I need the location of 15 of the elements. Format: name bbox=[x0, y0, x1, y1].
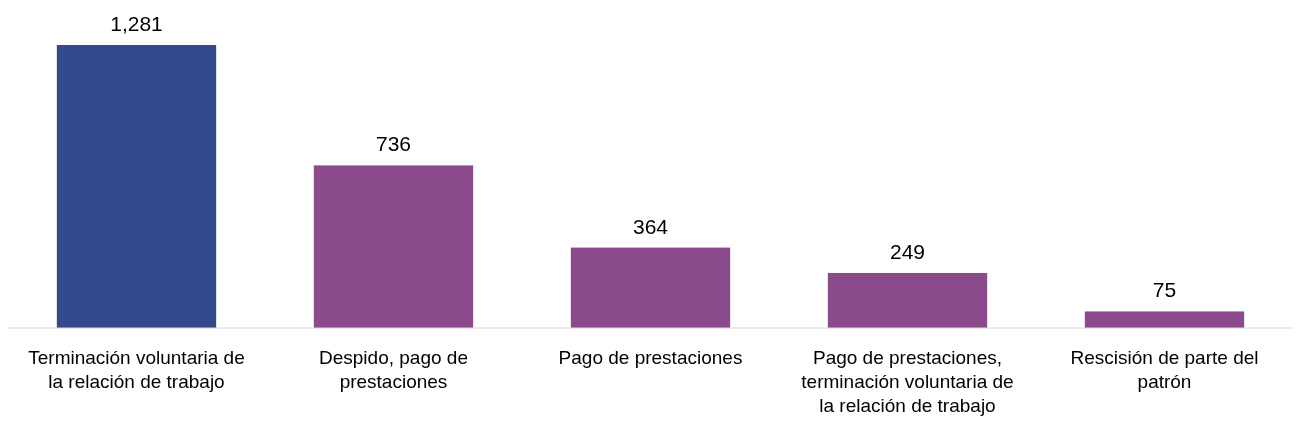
x-tick-label: Terminación voluntaria de la relación de trabajo bbox=[28, 347, 245, 392]
x-tick-label: Despido, pago de prestaciones bbox=[319, 347, 468, 392]
bar bbox=[313, 165, 474, 328]
data-label: 364 bbox=[632, 214, 669, 238]
data-label: 249 bbox=[889, 239, 926, 263]
data-label: 1,281 bbox=[110, 12, 163, 35]
data-label: 736 bbox=[375, 132, 412, 156]
bar bbox=[827, 272, 988, 328]
bar bbox=[570, 247, 731, 328]
x-tick-label: Rescisión de parte del patrón bbox=[1070, 347, 1259, 392]
data-label: 75 bbox=[1152, 278, 1177, 302]
bar bbox=[1084, 311, 1245, 328]
bar bbox=[56, 45, 217, 328]
x-tick-label: Pago de prestaciones bbox=[558, 347, 743, 368]
x-tick-label: Pago de prestaciones, terminación voluntaria de la relación de trabajo bbox=[801, 347, 1014, 416]
